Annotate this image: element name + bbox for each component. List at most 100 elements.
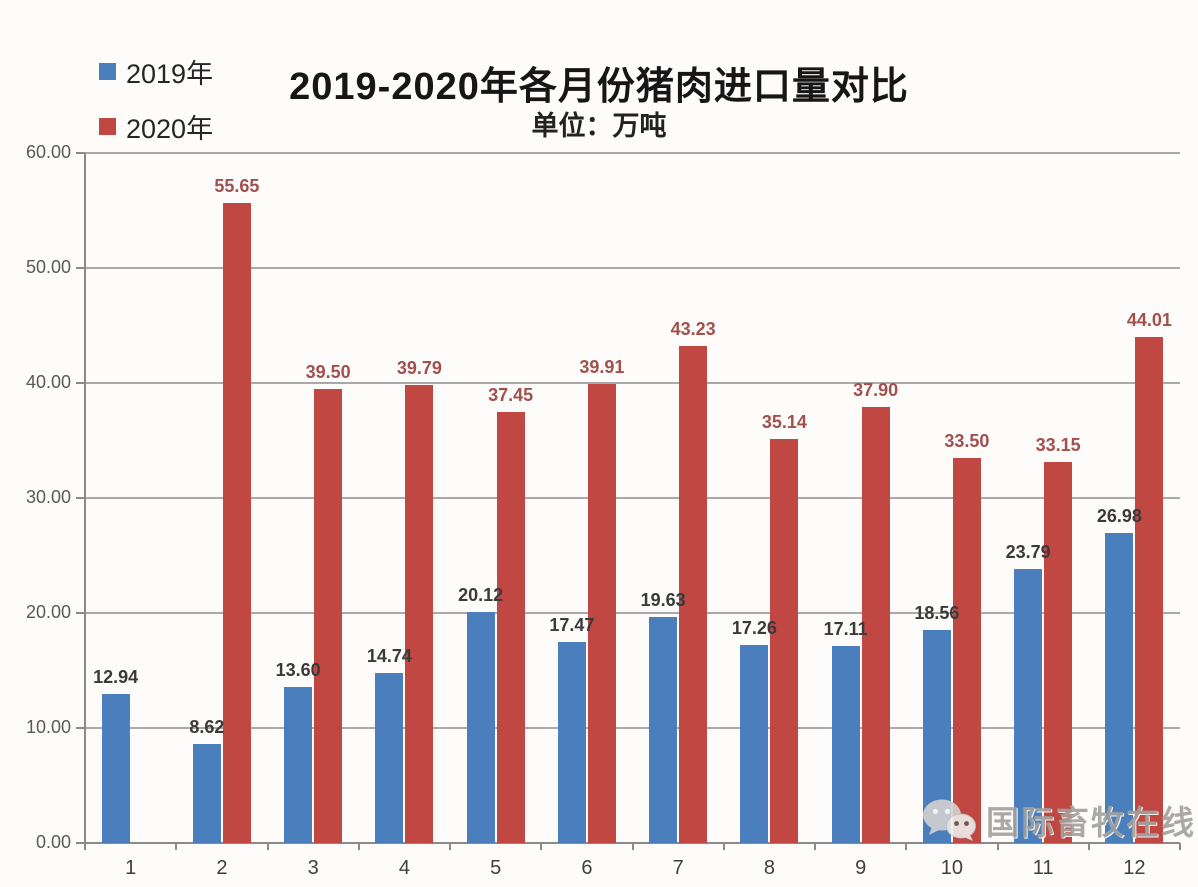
legend-item-2020年: 2020年 <box>99 107 213 146</box>
x-axis-tick <box>357 843 360 850</box>
x-axis-tick <box>449 843 451 850</box>
x-axis-tick <box>722 843 725 850</box>
x-axis-tick <box>996 843 999 850</box>
x-axis-tick <box>540 843 543 850</box>
bar-2020年-month-4 <box>405 385 434 843</box>
y-axis-label: 50.00 <box>25 257 71 277</box>
x-axis-line <box>76 842 1180 844</box>
x-axis-tick <box>175 843 178 850</box>
bar-2020年-month-12 <box>1135 336 1164 843</box>
bar-2020年-month-8 <box>770 438 799 843</box>
legend-swatch <box>99 63 116 80</box>
value-label-2020年-month-11: 33.15 <box>1035 434 1081 455</box>
legend-item-2019年: 2019年 <box>99 52 213 91</box>
bar-2020年-month-3 <box>314 388 343 843</box>
value-label-2019年-month-2: 8.62 <box>189 716 225 737</box>
bar-2020年-month-6 <box>587 384 616 843</box>
legend-label: 2020年 <box>126 114 214 144</box>
bar-2019年-month-8 <box>740 644 769 843</box>
gridline <box>85 497 1180 499</box>
value-label-2020年-month-3: 39.50 <box>305 361 351 382</box>
value-label-2019年-month-12: 26.98 <box>1096 505 1142 526</box>
value-label-2020年-month-9: 37.90 <box>853 380 899 401</box>
value-label-2019年-month-6: 17.47 <box>549 615 595 636</box>
legend-label: 2019年 <box>126 59 214 89</box>
value-label-2019年-month-1: 12.94 <box>93 667 139 688</box>
x-axis-label-month-2: 2 <box>216 857 228 879</box>
value-label-2019年-month-10: 18.56 <box>914 602 960 623</box>
bar-2020年-month-9 <box>861 407 890 843</box>
y-axis-label: 60.00 <box>25 142 71 162</box>
chart-title: 2019-2020年各月份猪肉进口量对比 <box>289 66 909 108</box>
value-label-2019年-month-5: 20.12 <box>458 584 504 605</box>
bar-2019年-month-5 <box>466 611 495 843</box>
gridline <box>85 612 1180 614</box>
bar-2020年-month-11 <box>1044 461 1073 843</box>
x-axis-label-month-7: 7 <box>672 857 684 879</box>
bar-2020年-month-7 <box>679 345 708 843</box>
bar-2019年-month-2 <box>192 743 221 843</box>
y-axis-tick <box>76 612 85 614</box>
x-axis-label-month-4: 4 <box>398 857 410 879</box>
watermark-text: 国际畜牧在线 <box>986 804 1196 841</box>
value-label-2020年-month-10: 33.50 <box>944 430 990 451</box>
bar-2019年-month-6 <box>557 642 586 843</box>
value-label-2019年-month-7: 19.63 <box>640 590 686 611</box>
bar-2019年-month-4 <box>375 673 404 843</box>
y-axis-tick <box>76 727 85 729</box>
x-axis-tick <box>1179 843 1181 850</box>
value-label-2019年-month-8: 17.26 <box>731 617 777 638</box>
y-axis-label: 40.00 <box>25 372 71 392</box>
value-label-2020年-month-7: 43.23 <box>670 318 716 339</box>
x-axis-label-month-6: 6 <box>581 857 593 879</box>
gridline <box>85 152 1180 154</box>
gridline <box>85 727 1180 729</box>
value-label-2020年-month-5: 37.45 <box>488 385 534 406</box>
x-axis-tick <box>84 843 86 850</box>
x-axis-tick <box>266 843 269 850</box>
y-axis-tick <box>76 497 85 499</box>
bar-2019年-month-12 <box>1105 532 1134 843</box>
x-axis-label-month-5: 5 <box>490 857 502 879</box>
x-axis-label-month-11: 11 <box>1032 857 1054 879</box>
y-axis-tick <box>76 382 85 384</box>
legend-swatch <box>99 118 116 135</box>
y-axis-label: 30.00 <box>25 487 71 507</box>
value-label-2020年-month-12: 44.01 <box>1126 309 1172 330</box>
value-label-2019年-month-4: 14.74 <box>366 646 412 667</box>
bar-2019年-month-3 <box>284 686 313 843</box>
x-axis-label-month-9: 9 <box>855 857 867 879</box>
y-axis-label: 0.00 <box>35 832 71 852</box>
value-label-2020年-month-8: 35.14 <box>761 411 807 432</box>
value-label-2019年-month-3: 13.60 <box>275 659 321 680</box>
bar-2020年-month-2 <box>222 203 251 843</box>
bar-2020年-month-10 <box>952 457 981 843</box>
gridline <box>85 267 1180 269</box>
y-axis-tick <box>76 152 85 154</box>
y-axis-line <box>84 153 86 850</box>
x-axis-label-month-3: 3 <box>307 857 319 879</box>
value-label-2019年-month-9: 17.11 <box>823 619 868 640</box>
watermark: 国际畜牧在线 <box>920 796 1196 844</box>
bar-2019年-month-7 <box>649 617 678 843</box>
x-axis-label-month-8: 8 <box>763 857 775 879</box>
legend: 2019年 2020年 <box>99 52 213 146</box>
x-axis-label-month-12: 12 <box>1123 857 1146 879</box>
wechat-icon <box>923 799 976 841</box>
x-axis-tick <box>1087 843 1090 850</box>
value-label-2020年-month-2: 55.65 <box>214 176 260 197</box>
y-axis-label: 20.00 <box>25 602 71 622</box>
value-label-2020年-month-4: 39.79 <box>396 358 442 379</box>
x-axis-label-month-10: 10 <box>940 857 963 879</box>
value-label-2019年-month-11: 23.79 <box>1005 542 1051 563</box>
bar-2019年-month-1 <box>101 694 130 843</box>
y-axis-label: 10.00 <box>25 717 71 737</box>
x-axis-tick <box>814 843 816 850</box>
x-axis-label-month-1: 1 <box>125 857 137 879</box>
value-label-2020年-month-6: 39.91 <box>579 357 625 378</box>
chart-subtitle: 单位：万吨 <box>531 111 667 141</box>
bar-2019年-month-9 <box>831 646 860 843</box>
y-axis-tick <box>76 267 85 269</box>
